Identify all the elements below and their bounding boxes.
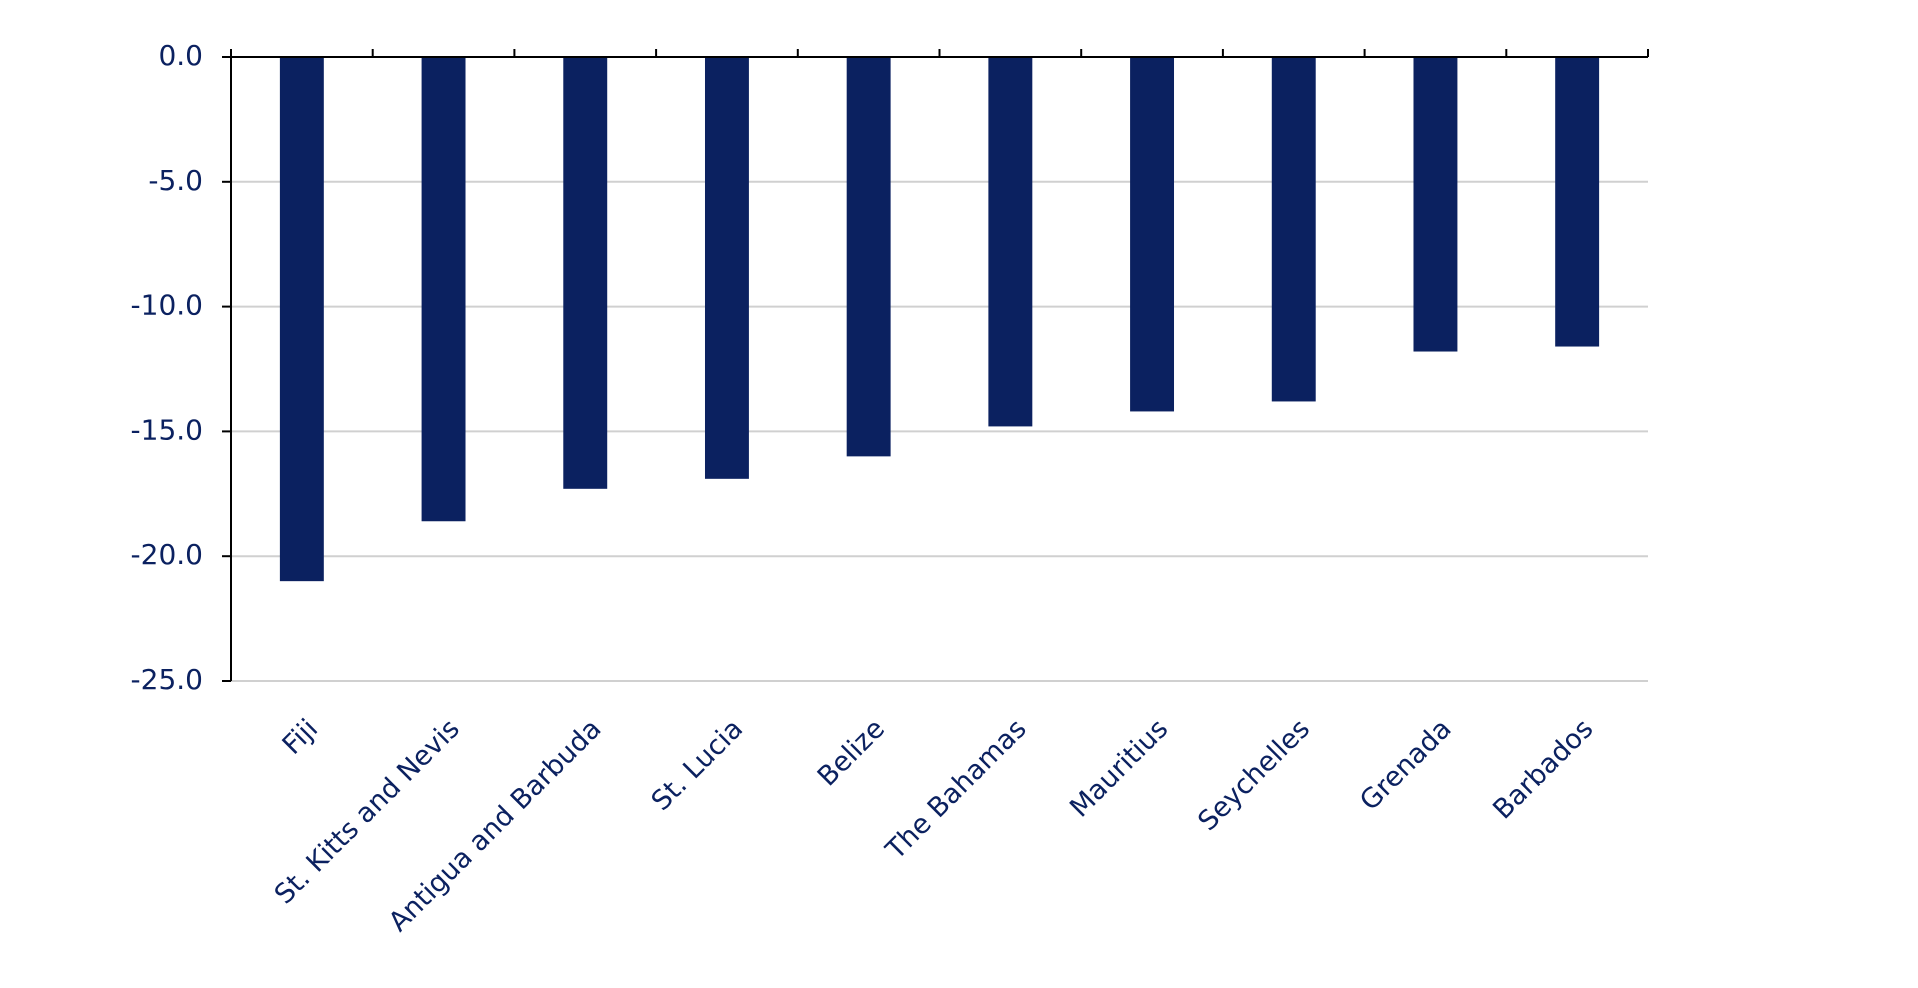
- x-tick-label: Seychelles: [1192, 713, 1316, 837]
- y-tick-label: -25.0: [131, 663, 203, 696]
- y-tick-label: -15.0: [131, 413, 203, 446]
- bar: [1130, 57, 1175, 412]
- y-tick-label: -20.0: [131, 538, 203, 571]
- bar: [279, 57, 324, 582]
- bar: [846, 57, 891, 457]
- y-tick-label: 0.0: [158, 39, 203, 72]
- y-tick-label: -5.0: [148, 164, 203, 197]
- x-tick-label: Mauritius: [1064, 713, 1174, 823]
- x-tick-label: Belize: [812, 713, 891, 792]
- x-tick-label: Barbados: [1487, 713, 1599, 825]
- x-tick-label: Fiji: [277, 713, 324, 760]
- x-tick-label: St. Lucia: [646, 713, 750, 817]
- bar: [988, 57, 1033, 427]
- bar: [1555, 57, 1600, 347]
- bar: [1271, 57, 1316, 402]
- bar: [421, 57, 466, 522]
- bar: [563, 57, 608, 489]
- y-tick-label: -10.0: [131, 289, 203, 322]
- bar: [1413, 57, 1458, 352]
- bar: [704, 57, 749, 479]
- x-tick-label: The Bahamas: [880, 713, 1033, 866]
- x-tick-label: Grenada: [1354, 713, 1458, 817]
